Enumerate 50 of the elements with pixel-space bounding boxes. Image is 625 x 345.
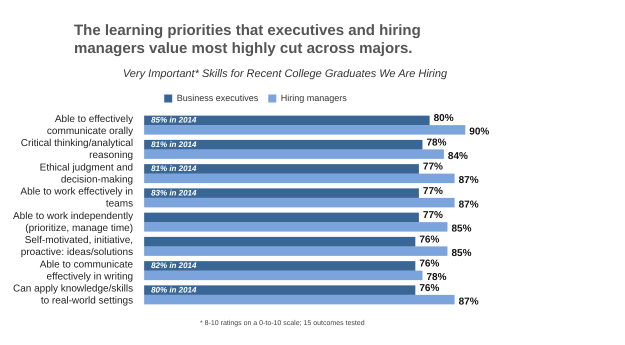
data-label: 87% <box>458 175 479 186</box>
annotation: 81% in 2014 <box>151 140 197 149</box>
legend-label: Business executives <box>176 92 259 103</box>
y-tick-label: Can apply knowledge/skills to real-world settings <box>13 284 134 307</box>
data-label: 78% <box>426 137 447 148</box>
bar <box>144 164 419 174</box>
data-label: 76% <box>419 234 440 246</box>
bar <box>144 188 419 198</box>
annotation: 82% in 2014 <box>151 261 197 270</box>
y-tick-label: Able to work independently (prioritize, manage time) <box>13 210 134 234</box>
annotation: 85% in 2014 <box>151 116 197 125</box>
bar <box>144 174 455 184</box>
y-tick-label: Able to communicate effectively in writing <box>40 259 134 282</box>
bar <box>144 294 455 304</box>
data-label: 90% <box>469 126 490 138</box>
legend-label: Hiring managers <box>280 92 348 103</box>
bar <box>144 261 416 271</box>
bar <box>144 116 430 126</box>
data-label: 87% <box>458 199 479 210</box>
bar <box>144 246 448 256</box>
data-label: 85% <box>451 248 472 259</box>
data-label: 84% <box>448 150 468 162</box>
bar <box>144 222 448 232</box>
data-label: 80% <box>434 113 454 124</box>
data-label: 76% <box>419 282 440 294</box>
y-tick-label: Self-motivated, initiative, proactive: ideas/solutions <box>20 235 134 258</box>
data-label: 78% <box>426 272 447 284</box>
chart-subtitle: Very Important* Skills for Recent College Graduates We Are Hiring <box>122 68 448 80</box>
bar <box>144 125 466 135</box>
bar <box>144 285 416 295</box>
data-label: 77% <box>422 162 444 173</box>
bar <box>144 140 422 150</box>
annotation: 80% in 2014 <box>151 285 197 294</box>
annotation: 81% in 2014 <box>151 164 197 174</box>
bar <box>144 212 419 222</box>
data-label: 77% <box>422 210 444 222</box>
bar <box>144 236 416 246</box>
annotation: 83% in 2014 <box>151 188 197 198</box>
chart-title: The learning priorities that executives and hiring managers value most highly cut across majors. <box>74 22 422 58</box>
data-label: 85% <box>451 224 472 235</box>
bar <box>144 270 422 280</box>
y-tick-label: Able to work effectively in teams <box>20 186 134 210</box>
bar <box>144 149 444 159</box>
data-label: 76% <box>419 258 440 270</box>
y-tick-label: Ethical judgment and decision-making <box>40 162 134 186</box>
y-tick-label: Critical thinking/analytical reasoning <box>20 138 134 162</box>
y-tick-label: Able to effectively communicate orally <box>46 114 134 137</box>
data-label: 77% <box>422 186 444 197</box>
bar <box>144 198 455 208</box>
data-label: 87% <box>458 296 479 308</box>
